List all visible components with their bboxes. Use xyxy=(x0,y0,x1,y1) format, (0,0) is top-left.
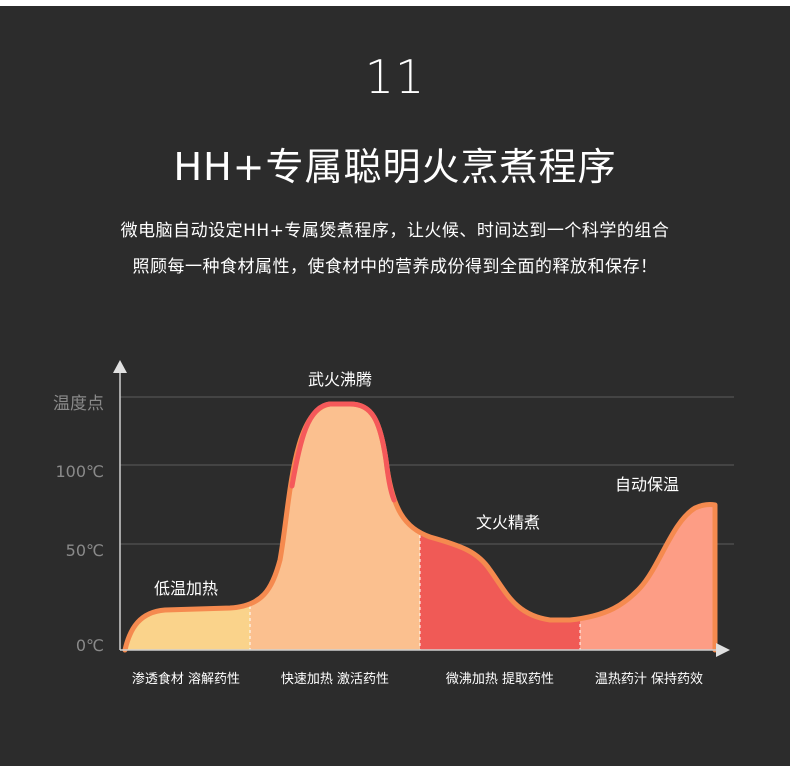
phase-desc-4: 温热药汁 保持药效 xyxy=(595,672,703,687)
y-tick-50: 50℃ xyxy=(66,541,104,560)
y-tick-0: 0℃ xyxy=(76,636,104,655)
y-axis-arrow-icon xyxy=(113,360,127,373)
x-axis-arrow-icon xyxy=(716,643,730,657)
temperature-curve-line xyxy=(122,401,718,653)
peak-curve-highlight xyxy=(289,401,397,503)
phase-desc-3: 微沸加热 提取药性 xyxy=(446,671,554,687)
phase-2-fill xyxy=(250,404,420,650)
y-axis-label: 温度点 xyxy=(53,394,104,414)
phase-4-fill xyxy=(580,504,715,650)
description-line-1: 微电脑自动设定HH+专属煲煮程序，让火候、时间达到一个科学的组合 xyxy=(120,221,670,241)
description-line-2: 照顾每一种食材属性，使食材中的营养成份得到全面的释放和保存！ xyxy=(132,257,658,277)
section-number: 11 xyxy=(364,50,426,104)
y-tick-100: 100℃ xyxy=(55,462,104,481)
phase-label-keep-warm: 自动保温 xyxy=(615,475,679,494)
phase-desc-2: 快速加热 激活药性 xyxy=(281,672,389,687)
curve-fills xyxy=(125,404,715,650)
phase-label-low-heat: 低温加热 xyxy=(154,579,218,598)
phase-3-fill xyxy=(420,532,580,650)
phase-label-boiling: 武火沸腾 xyxy=(308,370,372,389)
phase-desc-1: 渗透食材 溶解药性 xyxy=(132,671,240,687)
phase-label-simmer: 文火精煮 xyxy=(476,513,540,532)
phase-1-fill xyxy=(125,603,250,650)
page-title: HH+专属聪明火烹煮程序 xyxy=(173,145,617,189)
